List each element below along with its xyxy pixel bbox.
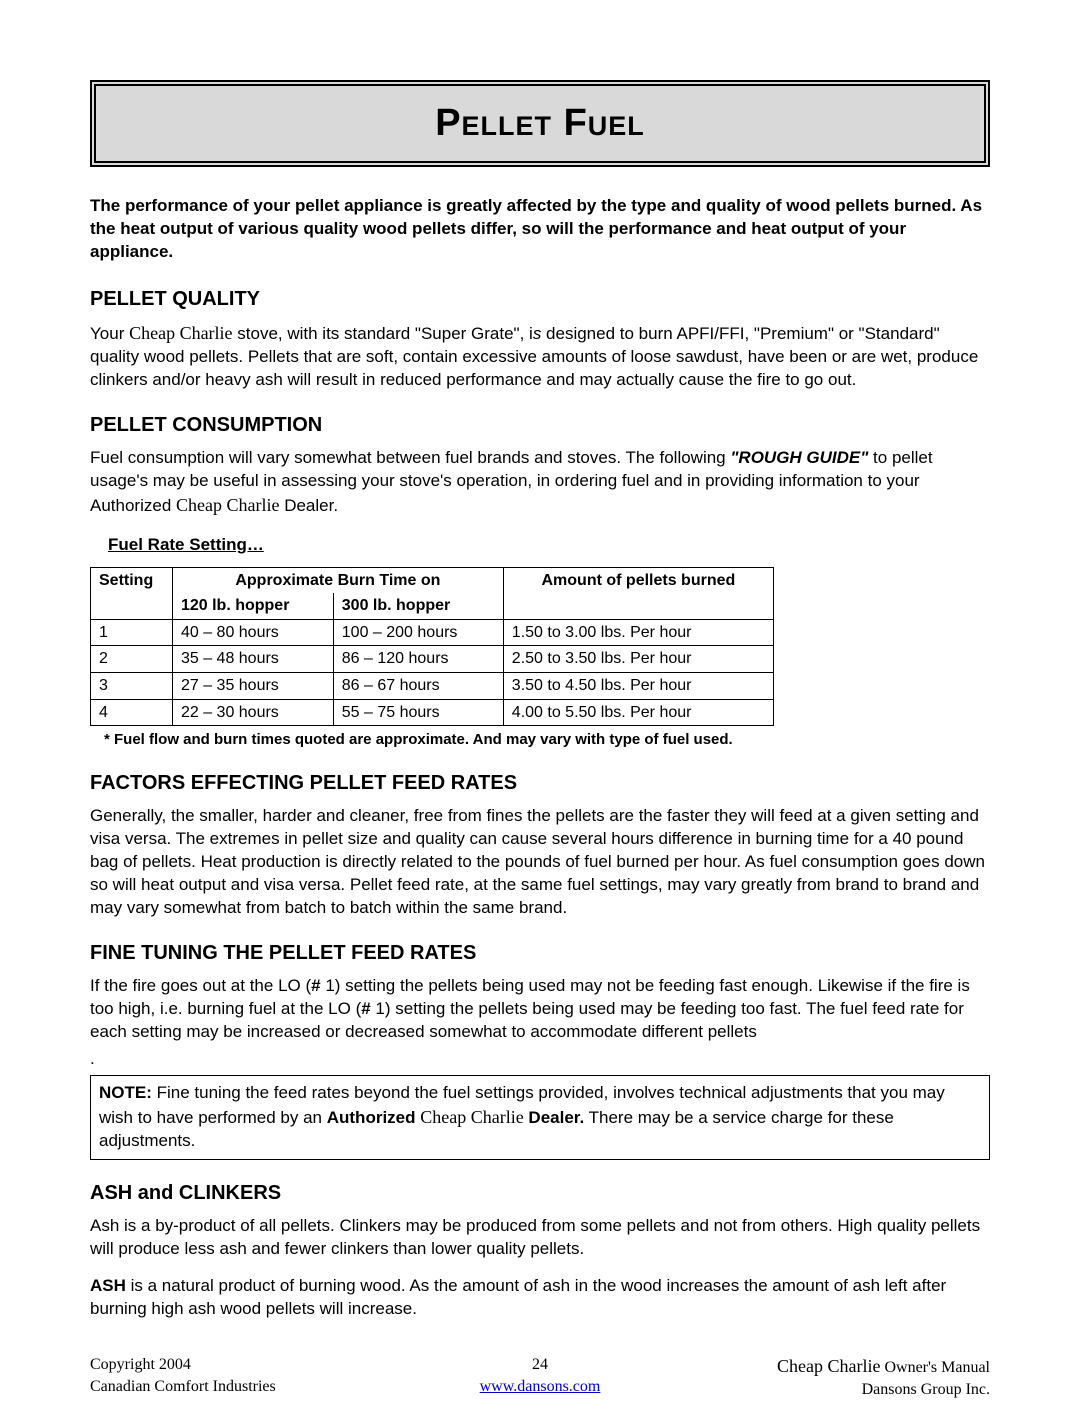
brand-name: Cheap Charlie — [129, 323, 232, 343]
cell: 2.50 to 3.50 lbs. Per hour — [503, 646, 773, 673]
dot: . — [90, 1048, 990, 1071]
text: Fuel consumption will vary somewhat betw… — [90, 448, 730, 467]
heading-consumption: PELLET CONSUMPTION — [90, 412, 990, 439]
cell: 4.00 to 5.50 lbs. Per hour — [503, 699, 773, 726]
th-amount-empty — [503, 593, 773, 619]
th-300: 300 lb. hopper — [333, 593, 503, 619]
table-row: 2 35 – 48 hours 86 – 120 hours 2.50 to 3… — [91, 646, 774, 673]
text: Dealer. — [279, 496, 338, 515]
heading-factors: FACTORS EFFECTING PELLET FEED RATES — [90, 770, 990, 797]
cell: 100 – 200 hours — [333, 619, 503, 646]
cell: 86 – 120 hours — [333, 646, 503, 673]
text: stove, with its standard "Super Grate", … — [233, 324, 533, 343]
text: Dealer. — [524, 1108, 585, 1127]
manual-title: Cheap Charlie Owner's Manual — [693, 1354, 990, 1379]
title-box: Pellet Fuel — [90, 80, 990, 167]
footer-right: Cheap Charlie Owner's Manual Dansons Gro… — [693, 1354, 990, 1400]
cell: 1 — [91, 619, 173, 646]
heading-quality: PELLET QUALITY — [90, 286, 990, 313]
consumption-paragraph: Fuel consumption will vary somewhat betw… — [90, 447, 990, 518]
cell: 35 – 48 hours — [172, 646, 333, 673]
th-120: 120 lb. hopper — [172, 593, 333, 619]
cell: 2 — [91, 646, 173, 673]
page-title: Pellet Fuel — [96, 98, 984, 149]
table-subheader-row: 120 lb. hopper 300 lb. hopper — [91, 593, 774, 619]
page-number: 24 — [392, 1354, 689, 1376]
text: is a natural product of burning wood. As… — [90, 1276, 946, 1318]
cell: 55 – 75 hours — [333, 699, 503, 726]
th-empty — [91, 593, 173, 619]
cell: 3 — [91, 673, 173, 700]
brand-name: Cheap Charlie — [176, 495, 279, 515]
website-link[interactable]: www.dansons.com — [480, 1378, 601, 1395]
brand-name: Cheap Charlie — [420, 1107, 523, 1127]
cell: 40 – 80 hours — [172, 619, 333, 646]
quality-paragraph: Your Cheap Charlie stove, with its stand… — [90, 321, 990, 392]
text: If the fire goes out at the LO ( — [90, 976, 311, 995]
ash-p2: ASH is a natural product of burning wood… — [90, 1275, 990, 1321]
text: ASH — [90, 1276, 126, 1295]
table-row: 3 27 – 35 hours 86 – 67 hours 3.50 to 4.… — [91, 673, 774, 700]
brand-name: Cheap Charlie — [777, 1356, 880, 1376]
table-header-row: Setting Approximate Burn Time on Amount … — [91, 567, 774, 593]
th-burn: Approximate Burn Time on — [172, 567, 503, 593]
factors-paragraph: Generally, the smaller, harder and clean… — [90, 805, 990, 920]
table-row: 4 22 – 30 hours 55 – 75 hours 4.00 to 5.… — [91, 699, 774, 726]
heading-tuning: FINE TUNING THE PELLET FEED RATES — [90, 940, 990, 967]
fuel-rate-label: Fuel Rate Setting… — [108, 534, 990, 557]
th-setting: Setting — [91, 567, 173, 593]
note-label: NOTE: — [99, 1083, 152, 1102]
text: Your — [90, 324, 129, 343]
ash-p1: Ash is a by-product of all pellets. Clin… — [90, 1215, 990, 1261]
cell: 1.50 to 3.00 lbs. Per hour — [503, 619, 773, 646]
rough-guide: "ROUGH GUIDE" — [730, 448, 868, 467]
heading-ash: ASH and CLINKERS — [90, 1180, 990, 1207]
copyright: Copyright 2004 — [90, 1354, 387, 1376]
th-amount: Amount of pellets burned — [503, 567, 773, 593]
cell: 27 – 35 hours — [172, 673, 333, 700]
cell: 3.50 to 4.50 lbs. Per hour — [503, 673, 773, 700]
footer-center: 24 www.dansons.com — [392, 1354, 689, 1400]
text: # — [361, 999, 370, 1018]
fuel-rate-table: Setting Approximate Burn Time on Amount … — [90, 567, 774, 727]
footer-left: Copyright 2004 Canadian Comfort Industri… — [90, 1354, 387, 1400]
text: Authorized — [327, 1108, 421, 1127]
group: Dansons Group Inc. — [693, 1379, 990, 1401]
company: Canadian Comfort Industries — [90, 1376, 387, 1398]
intro-paragraph: The performance of your pellet appliance… — [90, 195, 990, 264]
tuning-paragraph: If the fire goes out at the LO (# 1) set… — [90, 975, 990, 1044]
cell: 22 – 30 hours — [172, 699, 333, 726]
text: Owner's Manual — [880, 1359, 990, 1376]
cell: 86 – 67 hours — [333, 673, 503, 700]
note-box: NOTE: Fine tuning the feed rates beyond … — [90, 1075, 990, 1160]
text: # — [311, 976, 320, 995]
table-row: 1 40 – 80 hours 100 – 200 hours 1.50 to … — [91, 619, 774, 646]
cell: 4 — [91, 699, 173, 726]
page-footer: Copyright 2004 Canadian Comfort Industri… — [90, 1354, 990, 1400]
table-note: * Fuel flow and burn times quoted are ap… — [104, 730, 990, 750]
